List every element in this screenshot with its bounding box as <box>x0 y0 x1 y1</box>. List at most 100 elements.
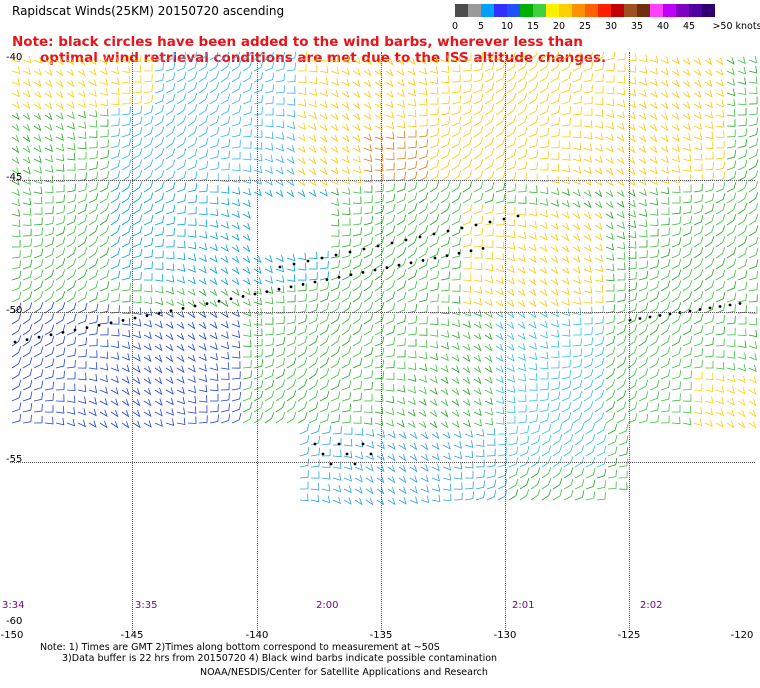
wind-barb <box>473 355 482 363</box>
contamination-dot <box>373 268 377 272</box>
wind-barb <box>330 270 341 281</box>
wind-barb <box>332 449 342 458</box>
wind-barb <box>660 56 669 65</box>
lon-label: -145 <box>120 630 144 641</box>
wind-barb <box>627 167 636 176</box>
wind-barb <box>475 429 485 437</box>
wind-barb <box>451 105 462 116</box>
wind-barb <box>66 418 76 427</box>
wind-barb <box>253 318 263 326</box>
wind-barb <box>704 337 714 347</box>
wind-barb <box>561 222 570 231</box>
wind-barb <box>715 182 726 193</box>
wind-barb <box>737 409 746 418</box>
wind-barb <box>693 225 704 237</box>
wind-barb <box>418 170 429 182</box>
wind-barb <box>495 104 506 116</box>
wind-barb <box>220 52 230 61</box>
wind-barb <box>88 315 99 325</box>
wind-barb <box>308 157 317 165</box>
wind-barb <box>682 57 691 66</box>
wind-barb <box>343 474 352 482</box>
wind-barb <box>429 170 440 182</box>
wind-barb <box>517 254 526 263</box>
wind-barb <box>352 227 363 237</box>
wind-barb <box>605 211 614 220</box>
wind-barb <box>495 137 506 149</box>
wind-barb <box>33 196 43 205</box>
wind-barb <box>550 360 560 369</box>
wind-barb <box>726 247 737 259</box>
wind-barb <box>693 325 704 336</box>
wind-barb <box>486 458 496 468</box>
wind-barb <box>726 57 735 65</box>
wind-barb <box>187 206 197 215</box>
wind-barb <box>594 62 605 72</box>
wind-barb <box>484 82 495 94</box>
wind-barb <box>682 174 692 182</box>
wind-barb <box>495 276 504 285</box>
wind-barb <box>561 211 570 219</box>
wind-barb <box>407 181 418 193</box>
wind-barb <box>606 75 615 83</box>
wind-barb <box>572 255 581 264</box>
wind-barb <box>583 401 594 413</box>
wind-barb <box>354 428 364 436</box>
wind-barb <box>705 361 714 369</box>
wind-barb <box>220 382 230 391</box>
wind-barb <box>231 93 242 105</box>
wind-barb <box>429 270 440 281</box>
wind-barb <box>616 412 627 424</box>
wind-barb <box>462 148 473 160</box>
wind-barb <box>33 155 42 164</box>
wind-barb <box>396 420 405 428</box>
wind-barb <box>473 170 484 182</box>
wind-barb <box>264 72 275 83</box>
wind-barb <box>363 237 374 248</box>
legend-label: 40 <box>656 21 670 32</box>
wind-barb <box>165 137 176 149</box>
wind-barb <box>374 336 385 347</box>
wind-barb <box>154 409 163 417</box>
wind-barb <box>682 324 693 336</box>
wind-barb <box>737 97 747 106</box>
wind-barb <box>550 309 559 318</box>
wind-barb <box>33 90 42 99</box>
wind-barb <box>682 80 691 88</box>
contamination-dot <box>61 331 65 334</box>
wind-barb <box>517 332 526 340</box>
wind-barb <box>209 196 219 205</box>
wind-barb <box>209 383 219 392</box>
lat-label: -60 <box>6 616 23 627</box>
wind-barb <box>583 189 592 198</box>
wind-barb <box>506 160 517 171</box>
wind-barb <box>453 451 463 460</box>
wind-barb <box>484 193 495 204</box>
wind-barb <box>605 379 616 391</box>
wind-barb <box>385 360 395 369</box>
wind-barb <box>715 214 726 226</box>
wind-barb <box>431 431 440 440</box>
wind-barb <box>209 104 220 116</box>
wind-barb <box>330 368 341 380</box>
wind-barb <box>132 116 143 127</box>
wind-barb <box>341 197 351 205</box>
wind-barb <box>563 489 574 501</box>
wind-barb <box>11 291 22 303</box>
wind-barb <box>583 244 592 252</box>
wind-barb <box>594 97 604 105</box>
wind-barb <box>132 127 143 138</box>
wind-barb <box>385 79 394 88</box>
wind-barb <box>110 247 121 259</box>
wind-barb <box>363 417 373 425</box>
wind-barb <box>44 226 55 237</box>
wind-barb <box>715 420 724 428</box>
wind-barb <box>418 375 427 383</box>
wind-barb <box>231 330 241 338</box>
wind-barb <box>77 141 87 150</box>
wind-barb <box>264 296 274 305</box>
wind-barb <box>253 338 263 347</box>
wind-barb <box>198 374 208 382</box>
wind-barb <box>341 156 350 164</box>
legend-swatch <box>624 4 637 17</box>
